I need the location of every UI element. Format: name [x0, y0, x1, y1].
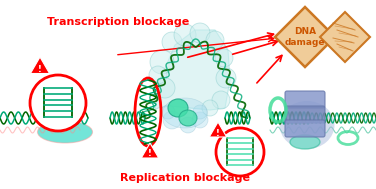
- FancyBboxPatch shape: [285, 120, 325, 137]
- Circle shape: [150, 50, 174, 74]
- Circle shape: [161, 105, 175, 119]
- Circle shape: [212, 91, 230, 109]
- Text: DNA
damage: DNA damage: [285, 27, 325, 47]
- Polygon shape: [141, 143, 159, 158]
- Circle shape: [216, 68, 236, 88]
- Polygon shape: [320, 12, 370, 62]
- Ellipse shape: [279, 101, 335, 149]
- Polygon shape: [209, 122, 227, 137]
- Text: Transcription blockage: Transcription blockage: [47, 17, 189, 27]
- Text: !: !: [38, 65, 42, 74]
- FancyBboxPatch shape: [285, 106, 325, 123]
- Circle shape: [193, 105, 207, 119]
- Ellipse shape: [38, 121, 92, 143]
- Circle shape: [30, 75, 86, 131]
- Polygon shape: [30, 57, 50, 74]
- Circle shape: [206, 31, 224, 49]
- Circle shape: [180, 117, 196, 133]
- Polygon shape: [275, 7, 335, 67]
- Ellipse shape: [162, 98, 208, 128]
- Ellipse shape: [179, 110, 197, 126]
- Circle shape: [192, 112, 208, 128]
- Circle shape: [202, 100, 218, 116]
- Ellipse shape: [290, 135, 320, 149]
- FancyBboxPatch shape: [285, 91, 325, 108]
- Circle shape: [174, 24, 196, 46]
- Circle shape: [163, 111, 181, 129]
- Circle shape: [215, 49, 233, 67]
- Text: !: !: [216, 129, 220, 138]
- Circle shape: [162, 32, 182, 52]
- Circle shape: [190, 23, 210, 43]
- Circle shape: [155, 78, 175, 98]
- Circle shape: [216, 128, 264, 176]
- Circle shape: [149, 66, 167, 84]
- Text: !: !: [148, 149, 152, 159]
- Polygon shape: [155, 30, 230, 110]
- Text: Replication blockage: Replication blockage: [120, 173, 250, 183]
- Ellipse shape: [168, 99, 188, 117]
